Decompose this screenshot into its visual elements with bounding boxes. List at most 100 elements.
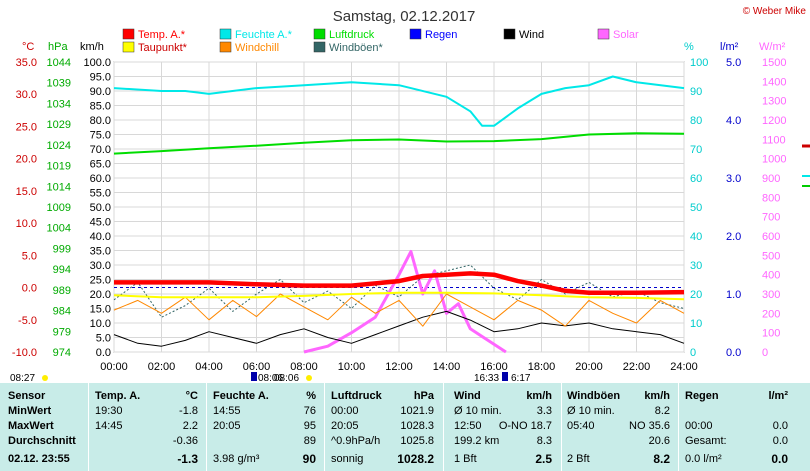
series-line-solar bbox=[303, 250, 507, 354]
legend-label: Windchill bbox=[235, 42, 279, 54]
legend-label: Wind bbox=[519, 29, 544, 41]
legend-label: Regen bbox=[425, 29, 457, 41]
header-wind: Wind bbox=[454, 390, 481, 402]
wind-tick-label: 85.0 bbox=[90, 101, 111, 113]
humidity-tick-label: 30 bbox=[690, 260, 702, 272]
legend-label: Feuchte A.* bbox=[235, 29, 293, 41]
table-cell-temp-val: 2.2 bbox=[182, 420, 198, 432]
sunrise-label: 08:06 bbox=[258, 373, 283, 383]
table-cell-label: 02.12. 23:55 bbox=[8, 453, 70, 465]
table-cell-hum-val: 89 bbox=[303, 435, 316, 447]
x-tick-label: 12:00 bbox=[385, 361, 413, 373]
wind-tick-label: 45.0 bbox=[90, 217, 111, 229]
wind-tick-label: 80.0 bbox=[90, 115, 111, 127]
table-cell-hum-val: 76 bbox=[303, 405, 316, 417]
wind-tick-label: 75.0 bbox=[90, 130, 111, 142]
table-divider bbox=[443, 383, 444, 471]
solar-tick-label: 900 bbox=[762, 173, 780, 185]
wind-tick-label: 50.0 bbox=[90, 202, 111, 214]
wind-tick-label: 100.0 bbox=[83, 57, 111, 69]
legend-label: Solar bbox=[613, 29, 639, 41]
solar-tick-label: 0 bbox=[762, 347, 768, 359]
table-cell-temp-time: 14:45 bbox=[95, 420, 123, 432]
table-cell-gust-mid: NO 35.6 bbox=[629, 420, 670, 432]
copyright-label: © Weber Mike bbox=[743, 6, 807, 17]
legend-swatch bbox=[219, 41, 232, 53]
pressure-tick-label: 1044 bbox=[47, 57, 71, 69]
solar-tick-label: 1000 bbox=[762, 154, 786, 166]
rain-tick-label: 3.0 bbox=[726, 173, 741, 185]
humidity-tick-label: 100 bbox=[690, 57, 708, 69]
header-gust: Windböen bbox=[567, 390, 621, 402]
temp-tick-label: 20.0 bbox=[16, 154, 37, 166]
temp-tick-label: -5.0 bbox=[18, 315, 37, 327]
table-cell-wind-label: 12:50 bbox=[454, 420, 482, 432]
wind-tick-label: 20.0 bbox=[90, 289, 111, 301]
table-divider bbox=[678, 383, 679, 471]
humidity-tick-label: 10 bbox=[690, 318, 702, 330]
pressure-tick-label: 989 bbox=[53, 285, 71, 297]
table-cell-temp-time: 19:30 bbox=[95, 405, 123, 417]
wind-tick-label: 95.0 bbox=[90, 72, 111, 84]
temp-unit-label: °C bbox=[22, 41, 34, 53]
table-cell-wind-val: 3.3 bbox=[536, 405, 552, 417]
table-cell-wind-label: Ø 10 min. bbox=[454, 405, 502, 417]
wind-tick-label: 60.0 bbox=[90, 173, 111, 185]
table-cell-rain-val: 0.0 bbox=[772, 435, 788, 447]
pressure-tick-label: 1029 bbox=[47, 119, 71, 131]
table-cell-hum-val: 90 bbox=[302, 452, 316, 466]
humidity-tick-label: 40 bbox=[690, 231, 702, 243]
temp-tick-label: 35.0 bbox=[16, 57, 37, 69]
series-line-feuchte-a bbox=[113, 75, 685, 127]
temp-tick-label: 0.0 bbox=[22, 283, 37, 295]
table-cell-press-val: 1028.3 bbox=[400, 420, 434, 432]
legend-swatch bbox=[503, 28, 516, 40]
x-tick-label: 08:00 bbox=[290, 361, 318, 373]
x-tick-label: 02:00 bbox=[148, 361, 176, 373]
x-tick-label: 22:00 bbox=[623, 361, 651, 373]
table-cell-rain-val: 0.0 bbox=[772, 420, 788, 432]
temp-tick-label: 10.0 bbox=[16, 218, 37, 230]
chart-title: Samstag, 02.12.2017 bbox=[333, 8, 476, 25]
pressure-tick-label: 1004 bbox=[47, 223, 71, 235]
legend-swatch bbox=[313, 41, 326, 53]
legend-swatch bbox=[597, 28, 610, 40]
sunset-label: 16:33 bbox=[474, 373, 499, 383]
header-sensor: Sensor bbox=[8, 390, 46, 402]
table-cell-rain-label: 0.0 l/m² bbox=[685, 453, 722, 465]
temp-tick-label: 25.0 bbox=[16, 121, 37, 133]
table-cell-wind-val: 8.3 bbox=[536, 435, 552, 447]
legend-label: Taupunkt* bbox=[138, 42, 188, 54]
wind-unit-label: km/h bbox=[80, 41, 104, 53]
legend-swatch bbox=[409, 28, 422, 40]
table-cell-gust-val: 8.2 bbox=[653, 452, 670, 466]
sunrise-time-label: 08:06 bbox=[274, 373, 299, 383]
table-cell-label: MinWert bbox=[8, 405, 52, 417]
table-cell-label: Durchschnitt bbox=[8, 435, 76, 447]
table-header-row: Sensor Temp. A. °C Feuchte A. % Luftdruc… bbox=[0, 389, 810, 404]
table-cell-hum-val: 95 bbox=[303, 420, 316, 432]
humidity-unit-label: % bbox=[684, 41, 694, 53]
wind-tick-label: 55.0 bbox=[90, 188, 111, 200]
pressure-tick-label: 999 bbox=[53, 243, 71, 255]
solar-tick-label: 500 bbox=[762, 250, 780, 262]
wind-tick-label: 30.0 bbox=[90, 260, 111, 272]
table-cell-press-time: 20:05 bbox=[331, 420, 359, 432]
solar-tick-label: 600 bbox=[762, 231, 780, 243]
pressure-unit-label: hPa bbox=[48, 41, 68, 53]
header-rain: Regen bbox=[685, 390, 719, 402]
series-line-taupunkt bbox=[113, 291, 685, 301]
wind-tick-label: 40.0 bbox=[90, 231, 111, 243]
x-tick-label: 10:00 bbox=[338, 361, 366, 373]
header-humidity: Feuchte A. bbox=[213, 390, 269, 402]
table-cell-wind-label: 199.2 km bbox=[454, 435, 500, 447]
pressure-tick-label: 994 bbox=[53, 264, 71, 276]
temp-tick-label: -10.0 bbox=[12, 347, 37, 359]
table-divider bbox=[88, 383, 89, 471]
header-temp: Temp. A. bbox=[95, 390, 141, 402]
sunrise-marker-icon bbox=[251, 372, 257, 381]
rain-tick-label: 1.0 bbox=[726, 289, 741, 301]
table-cell-wind-mid: O-NO 18.7 bbox=[498, 420, 552, 432]
wind-tick-label: 25.0 bbox=[90, 275, 111, 287]
table-cell-wind-val: 2.5 bbox=[535, 452, 552, 466]
